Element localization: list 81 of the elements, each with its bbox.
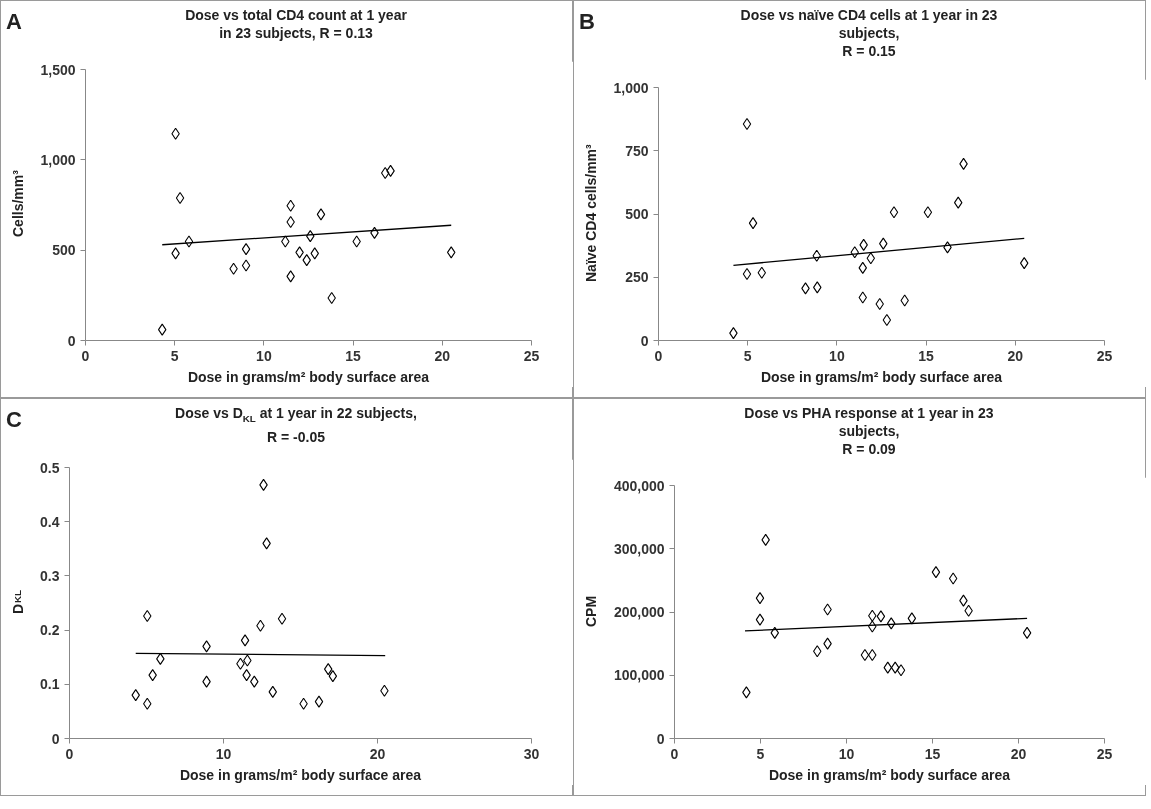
text: A	[6, 8, 22, 36]
y-tick-label: 1,500	[40, 61, 76, 78]
y-tick-label: 300,000	[613, 540, 665, 557]
y-tick-label: 0	[51, 730, 60, 747]
x-tick-label: 20	[369, 745, 386, 762]
y-tick-label: 0.5	[40, 459, 60, 476]
point	[241, 259, 251, 272]
y-tick-label: 1,000	[613, 79, 649, 96]
y-tick-label: 100,000	[613, 667, 665, 684]
x-tick-label: 15	[918, 347, 935, 364]
x-tick-label: 25	[1096, 745, 1113, 762]
x-tick-label: 10	[256, 347, 272, 364]
x-axis-title: Dose in grams/m² body surface area	[179, 766, 422, 783]
point	[889, 206, 899, 219]
x-tick-label: 15	[924, 745, 941, 762]
point	[923, 206, 933, 219]
x-tick-label: 15	[345, 347, 362, 364]
x-tick-label: 25	[523, 347, 540, 364]
point	[184, 235, 194, 248]
x-tick-label: 5	[743, 347, 752, 364]
y-tick-label: 0.3	[40, 567, 60, 584]
point	[948, 572, 958, 585]
y-tick-label: 500	[625, 206, 649, 222]
point	[907, 612, 917, 625]
x-tick-label: 20	[434, 347, 451, 364]
y-tick-label: 0	[67, 332, 76, 349]
x-tick-label: 30	[523, 745, 540, 762]
point	[316, 208, 326, 221]
y-tick-label: 0	[656, 730, 665, 747]
point	[755, 592, 765, 605]
x-tick-label: 5	[756, 745, 765, 762]
x-tick-label: 25	[1096, 347, 1113, 364]
point	[277, 612, 287, 625]
y-tick-label: 0.4	[40, 513, 60, 530]
chart-title: Dose vs PHA response at 1 year in 23 subjects, R = 0.09	[743, 404, 995, 458]
point	[876, 610, 886, 623]
point	[882, 313, 892, 327]
point	[755, 613, 765, 626]
point	[328, 670, 338, 683]
point	[742, 267, 752, 281]
x-tick-label: 10	[838, 745, 855, 762]
point	[896, 664, 906, 677]
x-tick-label: 20	[1010, 745, 1027, 762]
point	[757, 266, 767, 279]
x-tick-label: 5	[170, 347, 179, 364]
y-tick-label: 0.1	[40, 676, 60, 693]
chart-title: Dose vs D$_{KL}$ at 1 year in 22 subjects, R = -0.05	[174, 404, 418, 446]
y-tick-label: 500	[52, 242, 76, 259]
x-tick-label: 0	[670, 745, 679, 762]
x-tick-label: 10	[829, 347, 845, 364]
x-tick-label: 20	[1007, 347, 1024, 364]
x-tick-label: 0	[81, 347, 90, 364]
point	[241, 243, 251, 256]
point	[314, 695, 324, 708]
y-tick-label: 750	[625, 142, 649, 159]
x-tick-label: 10	[215, 745, 232, 762]
x-axis-title: Dose in grams/m² body surface area	[187, 368, 430, 385]
point	[748, 217, 758, 230]
y-tick-label: 250	[625, 269, 649, 286]
y-tick-label: 0	[640, 332, 649, 349]
text: C	[6, 406, 22, 434]
y-axis-title: Naïve CD4 cells/mm³	[582, 143, 600, 284]
y-tick-label: 400,000	[613, 477, 665, 494]
point	[1022, 626, 1032, 639]
point	[890, 661, 900, 674]
point	[860, 648, 870, 662]
x-axis-title: Dose in grams/m² body surface area	[768, 766, 1011, 783]
chart-title: Dose vs total CD4 count at 1 year in 23 subjects, R = 0.13	[184, 6, 408, 42]
y-tick-label: 1,000	[40, 151, 76, 168]
point	[931, 566, 941, 579]
chart-title: Dose vs naïve CD4 cells at 1 year in 23 subjects, R = 0.15	[739, 6, 999, 60]
x-axis-title: Dose in grams/m² body surface area	[760, 368, 1003, 385]
y-tick-label: 200,000	[613, 604, 665, 620]
point	[175, 191, 185, 204]
point	[742, 117, 752, 130]
y-axis-title: Cells/mm³	[9, 169, 27, 240]
y-axis-title: CPM	[582, 594, 600, 629]
y-tick-label: 0.2	[40, 622, 60, 639]
point	[240, 634, 250, 647]
text: B	[579, 8, 595, 36]
point	[866, 252, 876, 265]
